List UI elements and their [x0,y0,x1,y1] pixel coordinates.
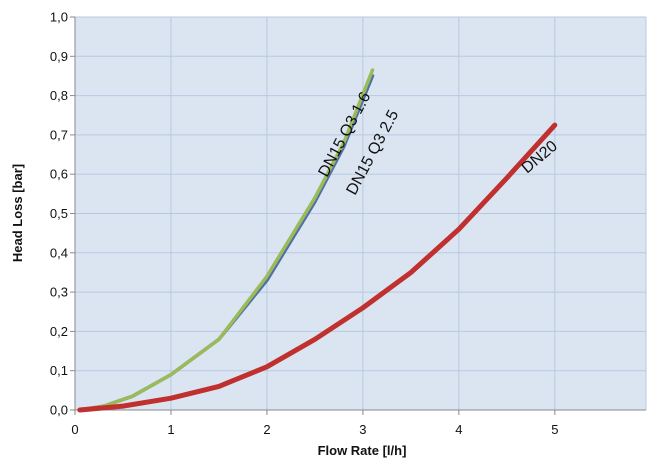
series-line-dn15-q3-1-6 [78,68,375,412]
grid-lines [74,16,647,411]
x-axis-title: Flow Rate [l/h] [318,443,407,458]
x-axis-ticks: 0 1 2 3 4 5 [71,410,558,437]
x-tick-label: 4 [455,422,462,437]
y-tick-label: 0,6 [50,167,68,182]
x-tick-label: 1 [167,422,174,437]
series-line-dn20 [77,122,558,413]
y-axis-ticks: 0,0 0,1 0,2 0,3 0,4 0,5 0,6 0,7 0,8 0,9 1,0 [50,10,75,418]
y-tick-label: 0,0 [50,403,68,418]
x-tick-label: 2 [263,422,270,437]
y-tick-label: 0,9 [50,49,68,64]
y-tick-label: 0,7 [50,127,68,142]
x-tick-label: 0 [71,422,78,437]
x-tick-label: 3 [359,422,366,437]
y-tick-label: 0,1 [50,363,68,378]
y-tick-label: 0,2 [50,324,68,339]
y-tick-label: 0,4 [50,245,68,260]
y-tick-label: 0,5 [50,206,68,221]
x-tick-label: 5 [551,422,558,437]
y-tick-label: 0,3 [50,285,68,300]
series-lines [77,68,558,413]
y-tick-label: 0,8 [50,88,68,103]
y-axis-title: Head Loss [bar] [10,164,25,262]
y-tick-label: 1,0 [50,10,68,25]
